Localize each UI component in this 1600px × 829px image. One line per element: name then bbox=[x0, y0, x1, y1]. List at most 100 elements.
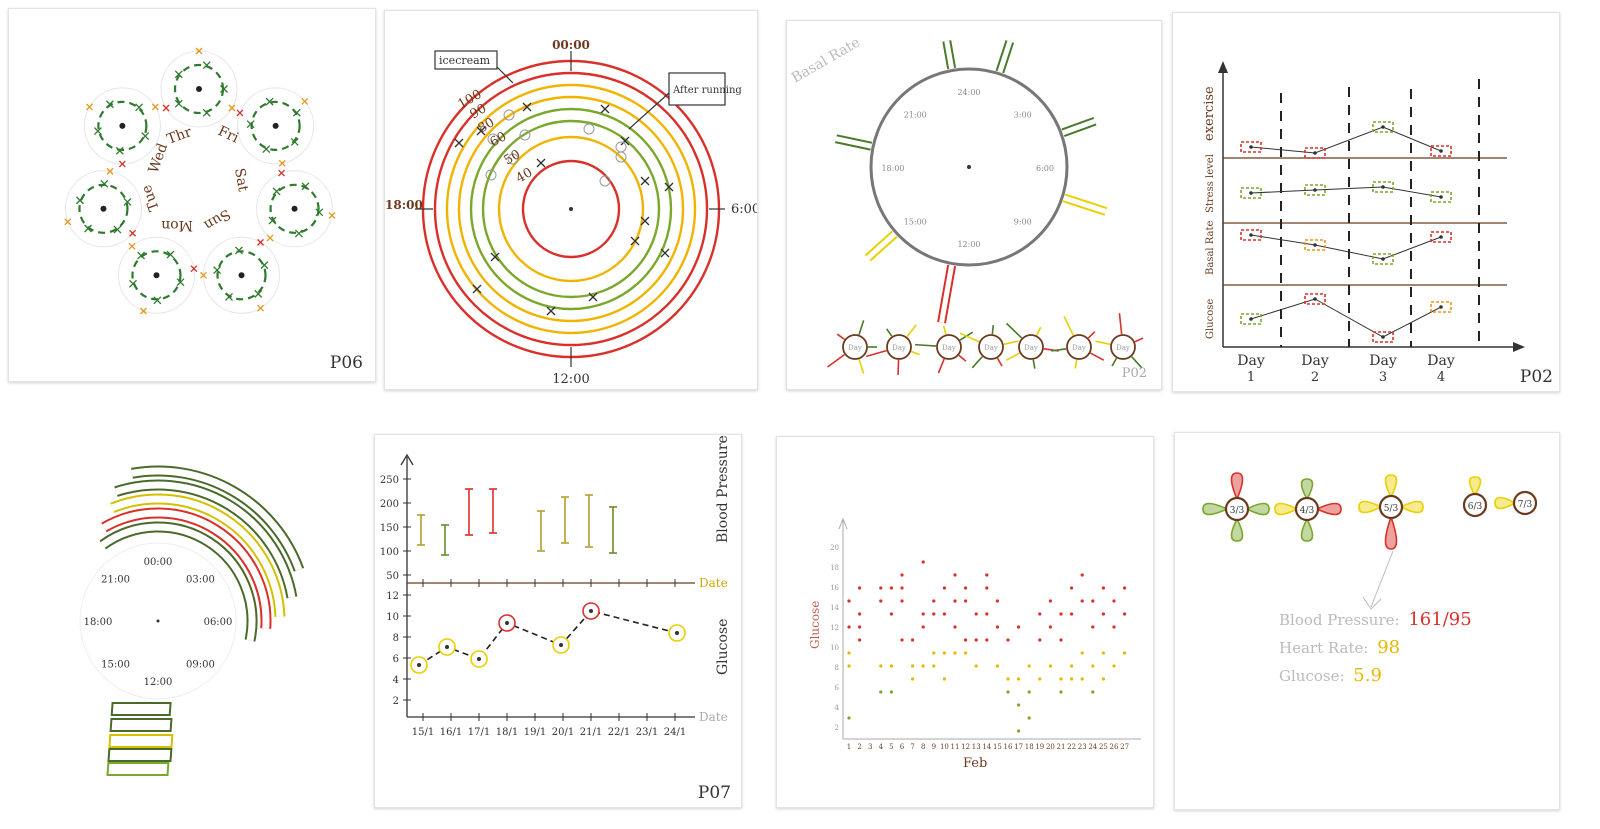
glucose-dot bbox=[921, 664, 925, 668]
x-tick-label: 19 bbox=[1035, 743, 1044, 751]
cross-mark bbox=[213, 266, 222, 275]
time-arc-fill bbox=[100, 523, 256, 642]
glucose-dot bbox=[858, 586, 862, 590]
weekly-wheel-drawing: Thr Fri Sat Sun Mon Tue Wed bbox=[64, 47, 336, 315]
clock-label: 21:00 bbox=[904, 110, 927, 119]
x-tick-label: 8 bbox=[921, 743, 925, 751]
glucose-dot bbox=[974, 612, 978, 616]
y-tick-label: 4 bbox=[835, 704, 840, 712]
day-label: Sat bbox=[231, 167, 251, 193]
cross-mark bbox=[536, 158, 546, 168]
row-label: Glucose bbox=[1205, 299, 1216, 339]
x-tick-label: 4 bbox=[879, 743, 884, 751]
daily-grid-drawing: exercise Stress level Basal Rate Glucose… bbox=[1202, 61, 1525, 385]
glucose-dot bbox=[879, 586, 883, 590]
glucose-dot bbox=[953, 573, 957, 577]
flower-glyphs-drawing: 3/3 4/3 5/3 6/3 7/3 bbox=[1202, 472, 1538, 610]
cross-mark bbox=[660, 248, 670, 258]
cross-mark bbox=[135, 103, 144, 112]
flower-petal bbox=[1300, 478, 1314, 501]
glucose-dot bbox=[1123, 586, 1127, 590]
x-tick-label: 3 bbox=[868, 743, 872, 751]
glucose-dot bbox=[1070, 612, 1074, 616]
flower-date: 7/3 bbox=[1518, 500, 1533, 510]
cross-mark bbox=[225, 292, 233, 301]
day-glyph bbox=[1110, 334, 1136, 360]
flower-petal bbox=[1468, 476, 1482, 497]
glucose-dot bbox=[1112, 625, 1116, 629]
callout-icecream: icecream bbox=[439, 54, 491, 67]
clock-label: 15:00 bbox=[101, 659, 130, 670]
flower-petal bbox=[1384, 514, 1398, 550]
value-box bbox=[1372, 181, 1394, 193]
day-spike bbox=[1074, 359, 1078, 369]
x-tick-label: 18 bbox=[1025, 743, 1034, 751]
glucose-dot bbox=[1059, 690, 1063, 694]
x-tick-label: 12 bbox=[961, 743, 970, 751]
flower-center bbox=[1294, 496, 1320, 522]
day-center bbox=[272, 122, 279, 129]
x-tick-label: 23/1 bbox=[636, 727, 658, 738]
cross-mark bbox=[100, 179, 109, 188]
clock-label: 3:00 bbox=[1014, 110, 1032, 119]
glucose-dot bbox=[974, 664, 978, 668]
flower-date: 6/3 bbox=[1468, 502, 1483, 512]
day-spike bbox=[1134, 337, 1144, 343]
cross-mark bbox=[174, 70, 183, 79]
flower-petal bbox=[1300, 517, 1314, 542]
x-tick-label: 26 bbox=[1110, 743, 1119, 751]
x-tick-label: 19/1 bbox=[524, 727, 546, 738]
ring-label: 60 bbox=[488, 129, 510, 150]
day-center bbox=[196, 86, 202, 92]
event-circle bbox=[487, 133, 499, 145]
value-dot bbox=[1313, 243, 1317, 247]
trend-line bbox=[1250, 234, 1442, 260]
basal-rate-title: Basal Rate bbox=[789, 34, 863, 86]
day-spike bbox=[1051, 348, 1067, 352]
value-box bbox=[1304, 239, 1326, 251]
clock-label: 12:00 bbox=[144, 677, 173, 688]
cross-mark bbox=[268, 216, 277, 225]
vital-value: 161/95 bbox=[1408, 609, 1472, 630]
glucose-dot bbox=[964, 586, 968, 590]
day-spike bbox=[910, 350, 920, 356]
basal-bar-fill bbox=[939, 265, 955, 324]
value-dot bbox=[1439, 305, 1443, 309]
y-tick-label: 12 bbox=[830, 624, 839, 632]
cross-mark bbox=[93, 127, 102, 136]
x-tick-label: 2 bbox=[857, 743, 861, 751]
glucose-dot bbox=[1101, 586, 1105, 590]
ring-label: 50 bbox=[502, 147, 524, 168]
clock-label: 6:00 bbox=[1036, 164, 1054, 173]
glucose-dot bbox=[1101, 612, 1105, 616]
glucose-dot bbox=[889, 586, 893, 590]
sketch-glucose-dots: 20 18 16 14 12 10 8 6 4 2 1 2 3 4 5 6 7 8 9 10 11 12 13 14 15 16… bbox=[776, 436, 1154, 808]
day-spike bbox=[1003, 340, 1019, 346]
cross-mark bbox=[266, 234, 274, 242]
glucose-dot bbox=[1112, 664, 1116, 668]
glucose-dot bbox=[911, 664, 915, 668]
day-glyph-label: Day bbox=[984, 344, 998, 352]
value-box bbox=[1240, 141, 1262, 153]
cross-mark bbox=[176, 278, 185, 287]
glucose-dot bbox=[1038, 638, 1042, 642]
glucose-dot bbox=[953, 599, 957, 603]
cross-mark bbox=[200, 271, 207, 279]
glucose-dot bbox=[900, 638, 904, 642]
glucose-line bbox=[418, 610, 678, 666]
cross-mark bbox=[278, 169, 286, 177]
ring bbox=[469, 107, 673, 311]
glucose-dot bbox=[889, 690, 893, 694]
cross-mark bbox=[640, 216, 650, 226]
event-circle bbox=[599, 175, 611, 187]
day-label: Day bbox=[1369, 353, 1397, 369]
day-center bbox=[153, 272, 160, 279]
vital-label: Blood Pressure: bbox=[1279, 611, 1400, 629]
sketch-bp-glucose: 250 200 150 100 50 12 10 8 6 4 2 15/1 16/1 17/1 18/1 19… bbox=[374, 434, 742, 808]
flower-center bbox=[1512, 490, 1538, 516]
clock-label: 9:00 bbox=[1014, 218, 1032, 227]
cross-mark bbox=[546, 306, 556, 316]
glucose-dot bbox=[1101, 677, 1105, 681]
glucose-dot bbox=[1080, 677, 1084, 681]
cross-mark bbox=[84, 224, 93, 233]
